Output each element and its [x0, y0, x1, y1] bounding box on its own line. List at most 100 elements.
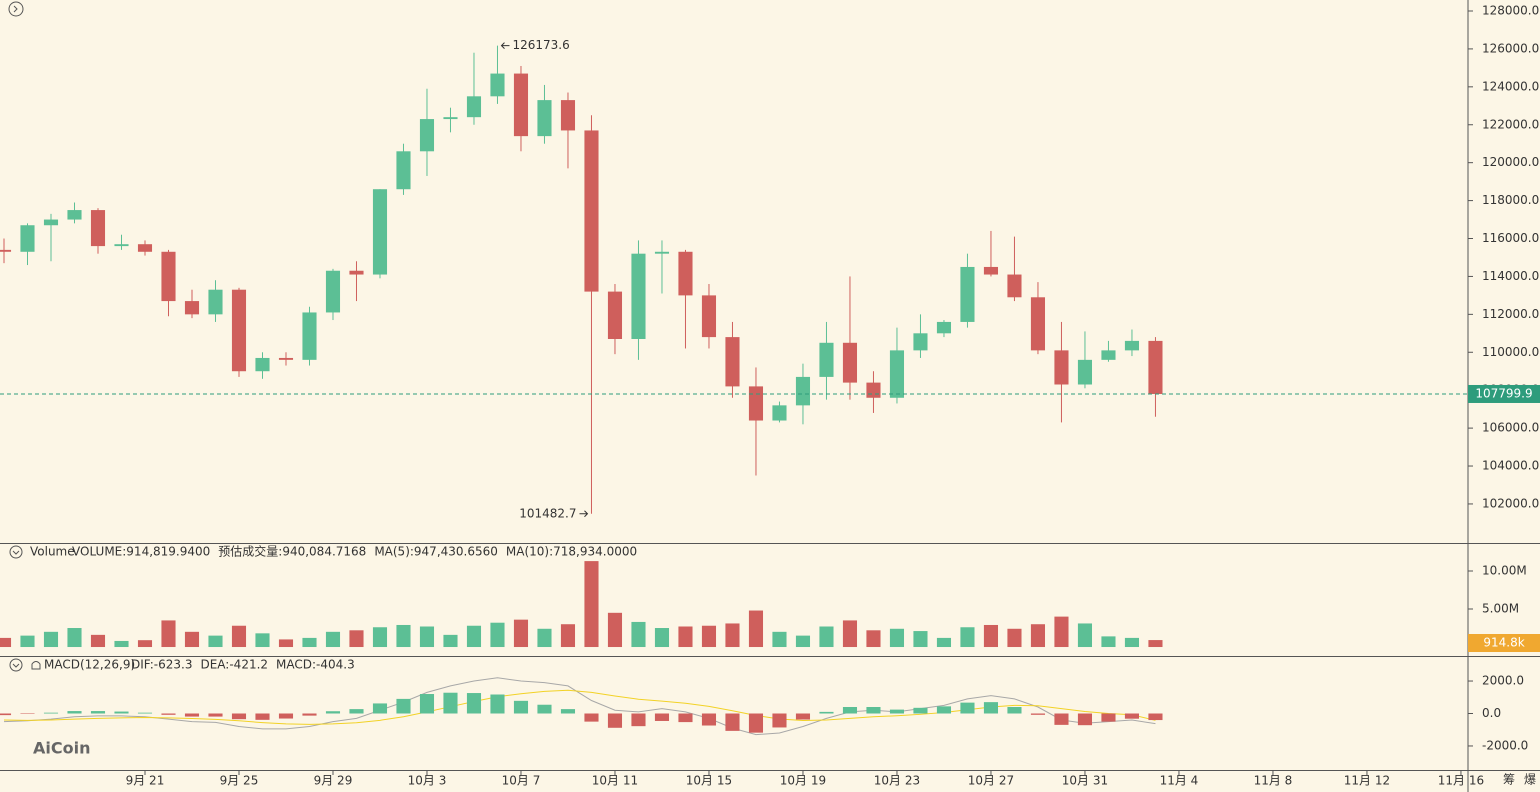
legend-entry: DEA:-421.2	[200, 658, 268, 672]
expand-icon[interactable]	[8, 1, 24, 17]
macd-bar	[1054, 713, 1069, 725]
x-tick-label: 11月 16	[1438, 774, 1484, 788]
candle-body	[936, 321, 952, 334]
volume-bar	[349, 630, 364, 648]
macd-bar	[960, 702, 975, 714]
candle-body	[960, 266, 975, 322]
candle-body	[0, 249, 12, 252]
volume-bar	[748, 610, 764, 648]
x-tick-label: 10月 11	[592, 774, 638, 788]
macd-bar	[560, 709, 576, 714]
y-tick-label: 116000.0	[1482, 231, 1539, 245]
macd-bar	[795, 713, 811, 720]
price-tag-label: 914.8k	[1483, 636, 1524, 650]
macd-bar	[255, 713, 270, 720]
candle-body	[513, 73, 529, 137]
y-tick-label: 120000.0	[1482, 155, 1539, 169]
volume-bar	[819, 626, 834, 648]
macd-bar	[913, 707, 928, 714]
macd-bar	[443, 692, 458, 714]
candle-body	[325, 270, 341, 313]
macd-bar	[819, 711, 834, 714]
price-tag-label: 107799.9	[1475, 386, 1532, 400]
candle-body	[913, 333, 928, 351]
volume-bar	[537, 628, 552, 648]
volume-bar	[443, 634, 458, 648]
volume-bar	[0, 637, 12, 648]
macd-bar	[513, 700, 529, 714]
candle-body	[1007, 274, 1022, 298]
volume-title: Volume	[30, 545, 75, 559]
x-tick-label: 10月 3	[408, 774, 447, 788]
volume-bar	[208, 635, 223, 648]
macd-bar	[161, 713, 176, 715]
y-tick-label: 5.00M	[1482, 602, 1519, 616]
volume-bar	[1124, 637, 1140, 648]
volume-bar	[772, 631, 787, 648]
legend-entry: MA(5):947,430.6560	[374, 545, 498, 559]
corner-label[interactable]: 筹	[1503, 773, 1515, 787]
macd-bar	[772, 713, 787, 728]
macd-bar	[490, 694, 505, 714]
y-tick-label: 2000.0	[1482, 674, 1524, 688]
candle-body	[889, 350, 905, 398]
low-annotation: 101482.7	[519, 506, 576, 520]
collapse-icon[interactable]	[9, 658, 23, 672]
corner-label[interactable]: 爆	[1524, 773, 1536, 787]
macd-bar	[349, 709, 364, 714]
y-tick-label: 122000.0	[1482, 117, 1539, 131]
macd-bar	[302, 713, 317, 716]
macd-bar	[208, 713, 223, 717]
price-tag	[1468, 634, 1540, 652]
macd-bar	[866, 707, 881, 714]
candle-body	[772, 405, 787, 421]
candle-body	[443, 117, 458, 120]
volume-bar	[114, 640, 129, 648]
x-tick-label: 11月 8	[1254, 774, 1293, 788]
candle-body	[819, 342, 834, 377]
candle-body	[43, 219, 59, 226]
volume-bar	[302, 637, 317, 648]
candle-body	[748, 386, 764, 421]
volume-bar	[631, 621, 646, 648]
y-tick-label: 106000.0	[1482, 421, 1539, 435]
candle-body	[466, 96, 482, 118]
price-tag	[1468, 384, 1540, 403]
macd-bar	[537, 704, 552, 714]
x-tick-label: 11月 4	[1160, 774, 1199, 788]
candle-body	[302, 312, 317, 360]
macd-bar	[184, 713, 200, 717]
candle-body	[1054, 350, 1069, 385]
macd-bar	[396, 698, 411, 714]
volume-bar	[584, 561, 599, 648]
volume-bar	[490, 622, 505, 648]
alert-icon[interactable]	[31, 661, 41, 670]
macd-title: MACD(12,26,9)	[44, 658, 135, 672]
candle-body	[349, 270, 364, 275]
volume-bar	[372, 627, 388, 648]
volume-bar	[560, 624, 576, 648]
collapse-icon[interactable]	[9, 545, 23, 559]
macd-bar	[90, 711, 106, 714]
macd-bar	[584, 713, 599, 722]
volume-bar	[607, 612, 623, 648]
candle-body	[372, 189, 388, 275]
volume-bar	[866, 630, 881, 648]
macd-bar	[1101, 713, 1116, 722]
macd-bar	[1007, 707, 1022, 714]
candle-body	[795, 376, 811, 406]
volume-bar	[20, 635, 35, 648]
candle-body	[67, 210, 82, 220]
volume-bar	[1054, 616, 1069, 648]
y-tick-label: 124000.0	[1482, 79, 1539, 93]
volume-bar	[1101, 636, 1116, 648]
candle-body	[1101, 350, 1116, 360]
candle-body	[678, 251, 693, 296]
candle-body	[584, 130, 599, 292]
candle-body	[983, 266, 999, 275]
x-tick-label: 10月 23	[874, 774, 920, 788]
macd-bar	[654, 713, 670, 721]
volume-bar	[654, 628, 670, 648]
annotation-arrow	[500, 42, 510, 49]
